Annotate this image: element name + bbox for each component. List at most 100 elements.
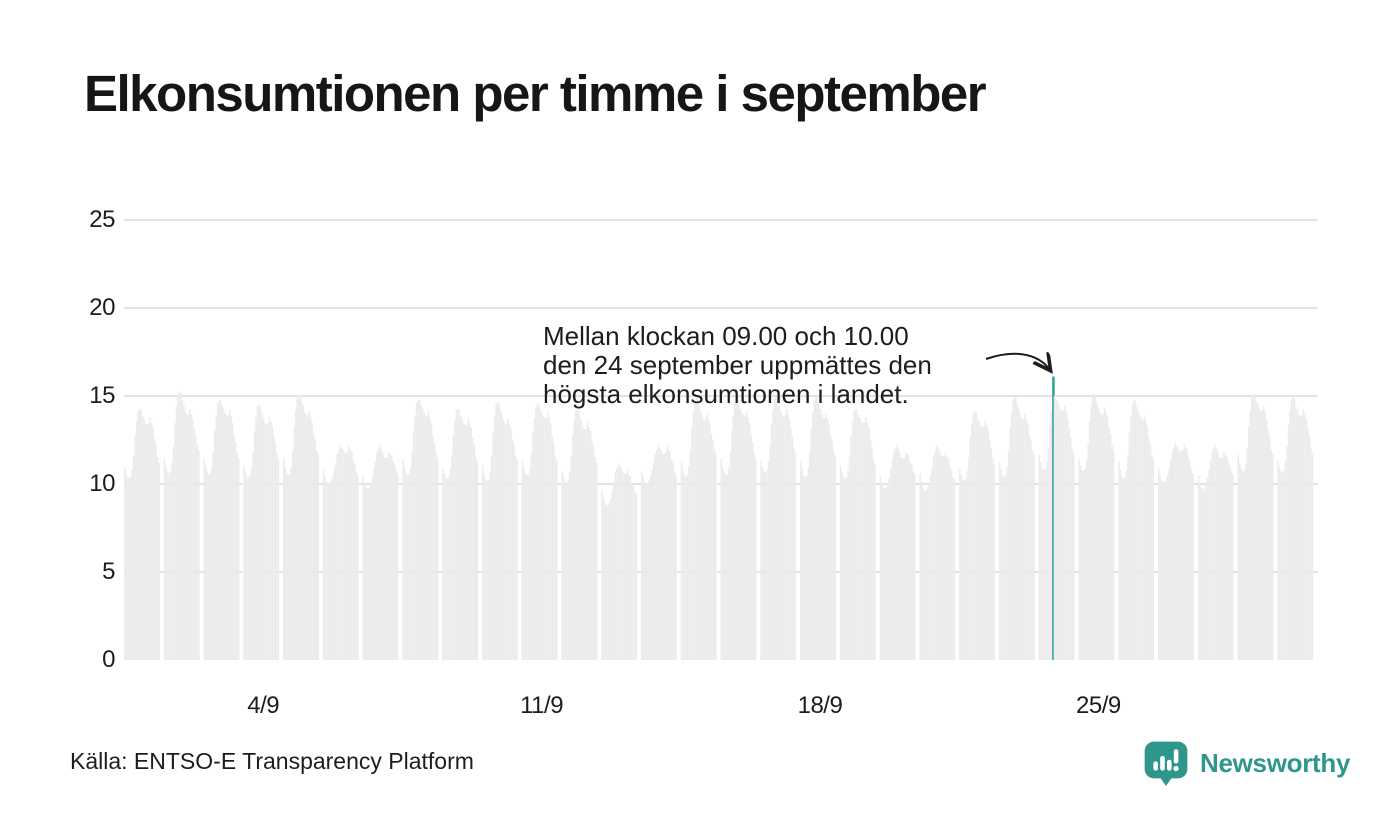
hour-bar [984,420,987,660]
hour-bar [833,451,835,660]
hour-bar [406,475,409,660]
hour-bar [143,419,145,660]
hour-bar [1211,452,1213,660]
hour-bar [193,429,196,660]
hour-bar [631,483,633,660]
hour-bar [262,417,265,660]
x-tick-label-4/9: 4/9 [247,692,280,719]
hour-bar [847,471,849,660]
hour-bar [292,450,294,660]
hour-bar [548,418,551,660]
hour-bar [580,422,583,660]
hour-bar [1280,470,1282,660]
hour-bar [178,391,181,660]
hour-bar [944,452,947,660]
hour-bar [928,483,930,660]
hour-bar [1019,415,1022,660]
hour-bar [881,482,883,660]
hour-bar [259,406,262,660]
hour-bar [237,458,240,660]
hour-bar [1145,421,1147,660]
hour-bar [608,502,611,660]
hour-bar [1152,458,1155,660]
hour-bar [156,457,159,660]
hour-bar [1186,449,1188,660]
hour-bar [220,400,222,660]
hour-bar [310,417,312,660]
hour-bar [231,422,234,660]
hour-bar [1167,474,1169,660]
hour-bar [1111,444,1113,660]
hour-bar [331,477,334,660]
hour-bar [1192,473,1194,660]
hour-bar [463,424,465,660]
hour-bar [571,435,574,660]
hour-bar [800,460,802,660]
hour-bar [657,445,659,660]
hour-bar [1175,445,1178,660]
hour-bar [694,399,696,660]
hour-bar [206,471,208,660]
hour-bar [1131,403,1134,660]
hour-bar [538,403,540,660]
hour-bar [914,473,916,660]
hour-bar [307,415,309,660]
hour-bar [1187,457,1190,660]
hour-bar [1212,448,1215,660]
hour-bar [324,476,326,660]
hour-bar [574,410,577,660]
hour-bar [492,432,494,660]
hour-bar [527,474,530,660]
hour-bar [211,466,213,660]
hour-bar [1296,410,1299,660]
hour-bar [712,439,714,660]
hour-bar [1062,410,1065,660]
hour-bar [426,415,428,660]
hour-bar [990,447,993,660]
hour-bar [1206,478,1209,660]
newsworthy-logo[interactable]: Newsworthy [1143,740,1350,786]
hour-bar [311,422,313,660]
hour-bar [1015,397,1017,660]
hour-bar [987,429,990,660]
hour-bar [233,434,235,660]
hour-bar [1243,470,1245,660]
hour-bar [205,465,207,660]
hour-bar [209,473,211,660]
hour-bar [778,406,780,660]
hour-bar [277,458,280,660]
hour-bar [975,412,978,660]
hour-bar [616,468,618,660]
hour-bar [601,489,603,660]
hour-bar [1007,450,1010,660]
hour-bar [1269,438,1271,660]
hour-bar [863,422,866,660]
hour-bar [592,446,595,660]
hour-bar [839,465,842,660]
hour-bar [731,430,733,660]
hour-bar [862,423,864,660]
hour-bar [952,476,954,660]
hour-bar [252,452,254,660]
hour-bar [1184,447,1187,660]
hour-bar [772,409,774,660]
hour-bar [365,487,368,660]
hour-bar [1240,468,1242,660]
hour-bar [443,473,446,660]
hour-bar [304,411,306,660]
hour-bar [255,416,257,660]
hour-bar [785,409,788,660]
hour-bar [688,466,690,660]
hour-bar [380,448,382,660]
hour-bar [1183,444,1185,660]
hour-bar [379,444,381,660]
hour-bar [1203,488,1206,660]
hour-bar [1311,453,1314,660]
hour-bar [128,478,130,660]
hour-bar [1281,471,1284,660]
hour-bar [532,432,534,660]
hour-bar [722,465,724,660]
hour-bar [1267,430,1269,660]
hour-bar [1190,469,1193,660]
hour-bar [819,408,821,660]
